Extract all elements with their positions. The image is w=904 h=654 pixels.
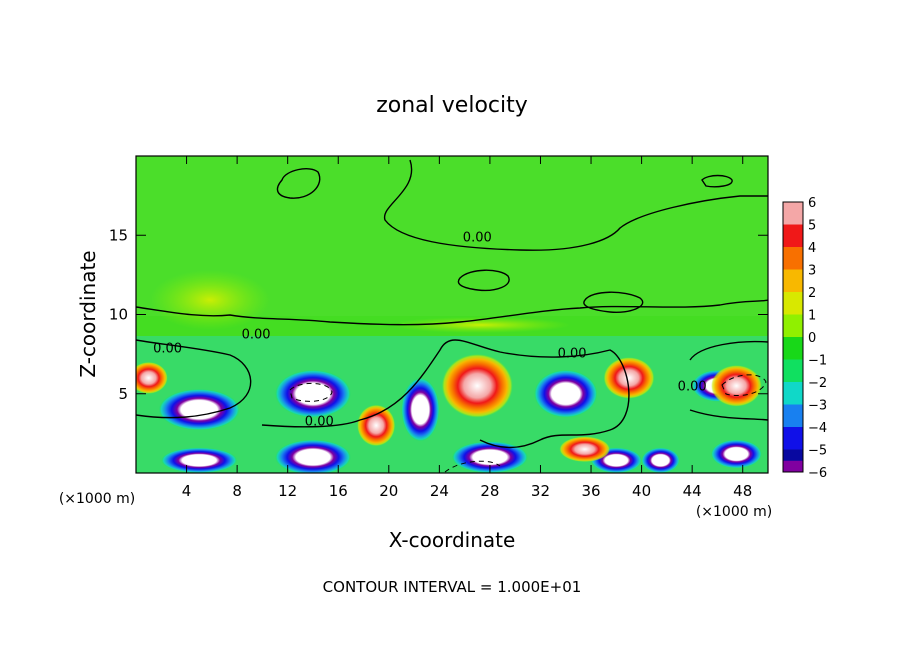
contour-label-5: 0.00: [558, 346, 587, 361]
colorbar-swatch-3: [783, 269, 803, 292]
colorbar-label-4: 4: [808, 241, 816, 256]
x-tick-label-8: 8: [232, 482, 242, 500]
velocity-feature-positive-15: [357, 404, 396, 447]
contour-labels: 0.00 0.00 0.00 0.00 0.00 0.00: [153, 231, 707, 430]
colorbar-swatch-5: [783, 224, 803, 247]
y-axis-label: Z-coordinate: [76, 250, 100, 377]
contour-blob-1: [276, 168, 321, 199]
velocity-feature-negative-9: [711, 439, 762, 469]
x-tick-label-36: 36: [581, 482, 600, 500]
x-tick-label-40: 40: [632, 482, 651, 500]
colorbar-swatch--3: [783, 404, 803, 427]
velocity-feature-negative-10: [401, 377, 440, 442]
velocity-feature-negative-4: [275, 439, 351, 473]
contour-zero-lower-mid: [261, 339, 630, 449]
colorbar-label--4: −4: [808, 421, 827, 436]
x-tick-label-4: 4: [182, 482, 192, 500]
velocity-features: [136, 354, 762, 473]
contour-label-4: 0.00: [305, 414, 334, 429]
colorbar-label-6: 6: [808, 196, 816, 211]
yellow-band: [390, 317, 570, 333]
colorbar-swatch-4: [783, 247, 803, 270]
contour-blob-3: [583, 291, 644, 314]
contour-interval-note: CONTOUR INTERVAL = 1.000E+01: [323, 578, 582, 596]
x-tick-label-44: 44: [683, 482, 702, 500]
chart-title: zonal velocity: [376, 93, 528, 118]
colorbar: 6 5 4 3 2 1 0 −1 −2 −3 −4 −5 −6: [782, 196, 827, 481]
colorbar-label-3: 3: [808, 264, 816, 279]
y-tick-label-15: 15: [109, 226, 128, 244]
plot-area: 0.00 0.00 0.00 0.00 0.00 0.00: [136, 156, 768, 473]
colorbar-label--2: −2: [808, 376, 827, 391]
colorbar-swatch--2: [783, 382, 803, 405]
yellow-patch: [150, 270, 270, 330]
velocity-feature-negative-8: [641, 447, 680, 473]
colorbar-frame: [782, 201, 804, 473]
x-tick-label-12: 12: [278, 482, 297, 500]
contour-dashed-bottom: [444, 460, 501, 473]
x-tick-label-24: 24: [430, 482, 449, 500]
contour-zero-upper: [136, 299, 768, 326]
contour-label-1: 0.00: [463, 231, 492, 246]
x-tick-label-48: 48: [733, 482, 752, 500]
x-unit-left: (×1000 m): [59, 491, 135, 507]
velocity-feature-positive-12: [441, 354, 513, 418]
contour-zero-right-low: [689, 409, 768, 421]
colorbar-label-2: 2: [808, 286, 816, 301]
y-tick-label-10: 10: [109, 306, 128, 324]
contour-label-3: 0.00: [242, 327, 271, 342]
velocity-feature-negative-6: [161, 447, 238, 473]
contour-label-6: 0.00: [678, 380, 707, 395]
colorbar-swatch-1: [783, 314, 803, 337]
velocity-feature-positive-17: [711, 365, 762, 407]
velocity-feature-negative-1: [158, 388, 240, 431]
x-tick-label-20: 20: [379, 482, 398, 500]
x-tick-label-32: 32: [531, 482, 550, 500]
contour-lines: [136, 159, 768, 473]
x-tick-label-16: 16: [329, 482, 348, 500]
y-tick-label-5: 5: [118, 385, 128, 403]
contour-label-2: 0.00: [153, 342, 182, 357]
contour-zero-cloud: [384, 159, 768, 251]
colorbar-label--1: −1: [808, 354, 827, 369]
velocity-feature-positive-16: [559, 436, 610, 462]
colorbar-swatch-2: [783, 292, 803, 315]
colorbar-label-1: 1: [808, 309, 816, 324]
x-axis-ticks: 4 8 12 16 20 24 28 32 36 40 44 48: [182, 156, 752, 500]
colorbar-label--3: −3: [808, 399, 827, 414]
colorbar-swatch-6: [783, 202, 803, 225]
colorbar-swatch-0: [783, 337, 803, 360]
velocity-feature-negative-2: [275, 369, 351, 418]
colorbar-swatch--1: [783, 359, 803, 382]
contour-blob-2: [457, 269, 510, 292]
x-axis-label: X-coordinate: [389, 528, 516, 552]
y-axis-ticks: 5 10 15: [109, 226, 768, 403]
velocity-feature-positive-14: [136, 362, 168, 394]
contour-zero-lower-left: [136, 339, 252, 419]
contour-zero-right: [689, 340, 768, 361]
velocity-feature-positive-13: [603, 357, 655, 399]
colorbar-label-0: 0: [808, 331, 816, 346]
colorbar-label--6: −6: [808, 466, 827, 481]
contour-dashed-right: [721, 374, 767, 396]
contour-blob-4: [701, 174, 733, 188]
colorbar-label--5: −5: [808, 444, 827, 459]
velocity-feature-negative-3: [534, 369, 598, 418]
colorbar-swatch-min: [783, 460, 803, 472]
x-tick-label-28: 28: [480, 482, 499, 500]
x-unit-right: (×1000 m): [696, 504, 772, 520]
colorbar-label-5: 5: [808, 219, 816, 234]
velocity-feature-negative-5: [452, 441, 528, 473]
contour-dashed-left: [289, 383, 333, 402]
colorbar-swatch--4: [783, 427, 803, 450]
